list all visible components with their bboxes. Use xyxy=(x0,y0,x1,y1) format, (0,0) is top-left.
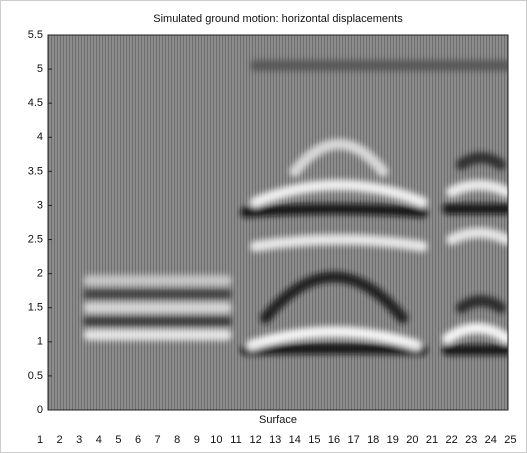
reflection-band xyxy=(250,179,428,208)
x-tick-label: 19 xyxy=(387,434,399,446)
x-tick-label: 17 xyxy=(347,434,359,446)
x-tick-label: 25 xyxy=(504,434,516,446)
x-tick-label: 10 xyxy=(210,434,222,446)
reflection-band xyxy=(240,203,428,218)
x-tick-label: 18 xyxy=(367,434,379,446)
reflection-band xyxy=(455,152,507,171)
y-tick-label: 5.5 xyxy=(28,29,43,41)
y-tick-label: 2 xyxy=(37,268,43,280)
reflection-band xyxy=(289,138,389,177)
axes-frame xyxy=(47,34,509,411)
x-tick-label: 22 xyxy=(445,434,457,446)
reflection-band xyxy=(446,227,508,246)
x-tick-label: 14 xyxy=(289,434,301,446)
reflection-band xyxy=(455,295,507,314)
x-tick-label: 21 xyxy=(426,434,438,446)
reflection-band xyxy=(259,271,409,324)
y-tick-label: 5 xyxy=(37,63,43,75)
x-tick-label: 3 xyxy=(76,434,82,446)
chart-title: Simulated ground motion: horizontal disp… xyxy=(153,13,403,25)
x-tick-label: 2 xyxy=(57,434,63,446)
x-tick-label: 5 xyxy=(115,434,121,446)
x-tick-label: 4 xyxy=(96,434,102,446)
x-tick-label: 8 xyxy=(174,434,180,446)
x-tick-label: 16 xyxy=(328,434,340,446)
x-tick-label: 7 xyxy=(155,434,161,446)
reflection-band xyxy=(442,322,508,344)
x-tick-label: 1 xyxy=(37,434,43,446)
x-tick-label: 6 xyxy=(135,434,141,446)
x-tick-label: 11 xyxy=(230,434,241,446)
reflection-band xyxy=(250,234,428,252)
x-tick-label: 24 xyxy=(485,434,497,446)
y-tick-label: 3 xyxy=(37,199,43,211)
x-tick-label: 23 xyxy=(465,434,477,446)
reflection-band xyxy=(240,343,428,356)
reflection-band xyxy=(446,179,508,198)
bands xyxy=(83,60,508,356)
y-tick-label: 1 xyxy=(37,336,43,348)
y-tick-label: 1.5 xyxy=(28,302,43,314)
x-tick-label: 20 xyxy=(406,434,418,446)
y-tick-label: 4.5 xyxy=(28,97,43,109)
y-tick-label: 4 xyxy=(37,131,43,143)
x-axis-label: Surface xyxy=(259,414,297,426)
y-tick-label: 0 xyxy=(37,404,43,416)
x-tick-label: 13 xyxy=(269,434,281,446)
reflection-band xyxy=(246,326,422,351)
x-tick-label: 9 xyxy=(194,434,200,446)
y-tick-label: 3.5 xyxy=(28,165,43,177)
y-tick-label: 2.5 xyxy=(28,233,43,245)
y-tick-label: 0.5 xyxy=(28,370,43,382)
x-tick-label: 15 xyxy=(308,434,320,446)
x-tick-label: 12 xyxy=(249,434,261,446)
